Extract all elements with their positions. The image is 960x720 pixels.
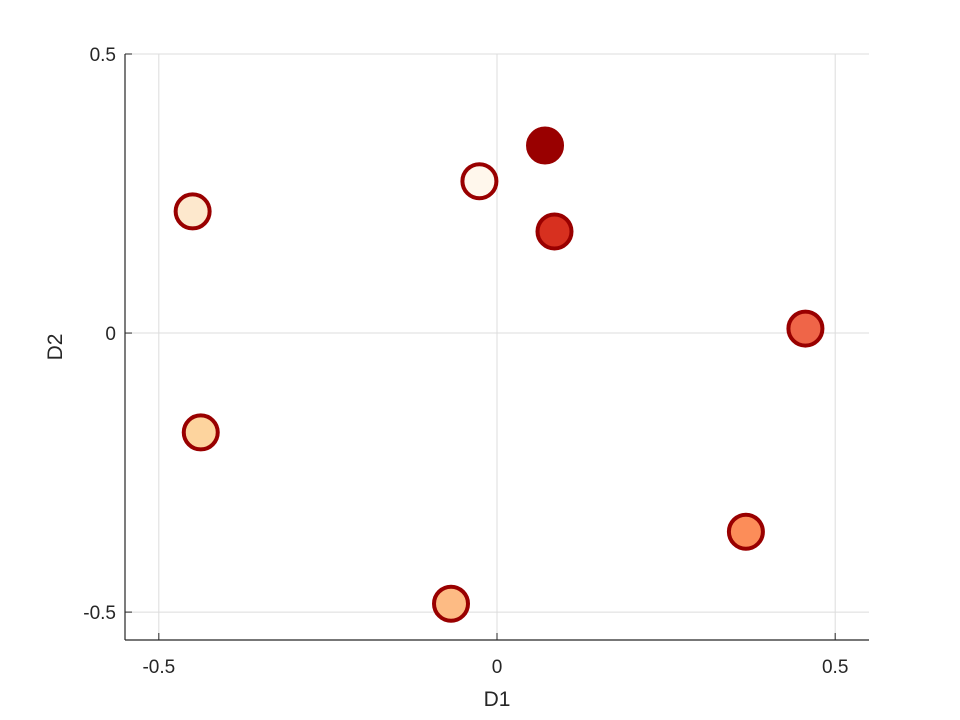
x-tick-label: 0.5 xyxy=(822,657,848,678)
scatter-point xyxy=(786,309,825,348)
scatter-point xyxy=(726,512,765,551)
scatter-point xyxy=(460,162,499,201)
scatter-point xyxy=(432,584,471,623)
x-axis-label: D1 xyxy=(484,688,511,711)
scatter-point xyxy=(535,212,574,251)
y-axis-label: D2 xyxy=(44,334,67,361)
point-layer xyxy=(173,126,825,623)
x-tick-label: 0 xyxy=(492,657,503,678)
scatter-point xyxy=(526,126,565,165)
grid-layer xyxy=(125,53,869,640)
x-tick-label: -0.5 xyxy=(142,657,175,678)
scatter-point xyxy=(173,192,212,231)
y-tick-label: 0.5 xyxy=(90,45,116,66)
y-tick-label: 0 xyxy=(105,324,116,345)
y-tick-label: -0.5 xyxy=(83,603,116,624)
scatter-point xyxy=(181,413,220,452)
tick-layer: -0.5 0 0.5 -0.5 0 0.5 xyxy=(83,45,848,678)
